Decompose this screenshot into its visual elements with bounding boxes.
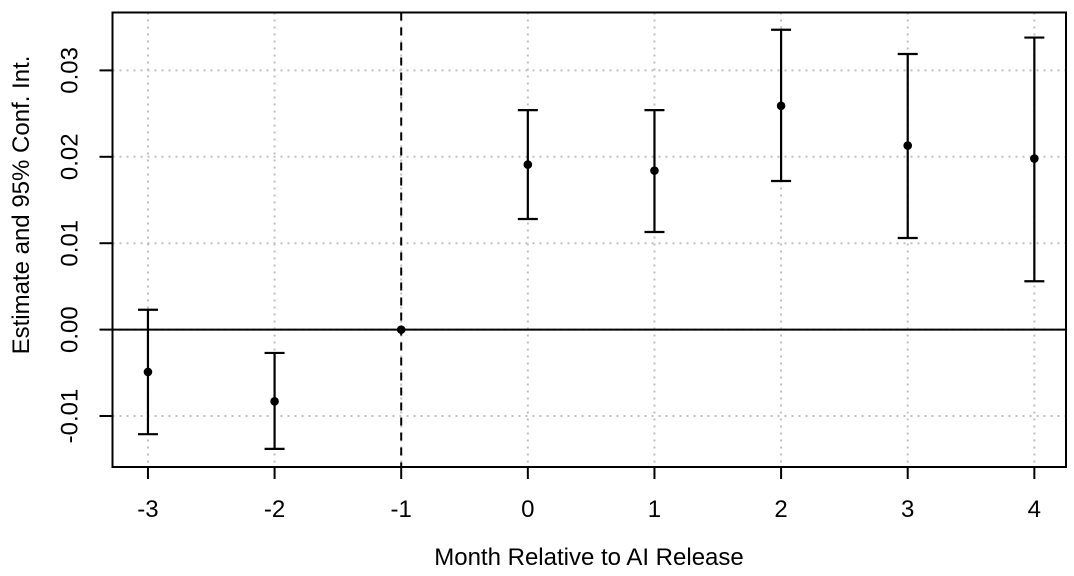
x-tick-label: 3 xyxy=(901,496,914,523)
y-tick-label: -0.01 xyxy=(56,389,83,444)
x-tick-label: 2 xyxy=(774,496,787,523)
point-estimate xyxy=(903,141,913,150)
x-tick-label: -3 xyxy=(137,496,158,523)
x-axis-title: Month Relative to AI Release xyxy=(434,544,744,571)
y-tick-label: 0.01 xyxy=(56,220,83,267)
x-tick-label: 1 xyxy=(648,496,661,523)
y-tick-label: 0.00 xyxy=(56,306,83,353)
point-estimate xyxy=(396,325,406,334)
point-estimate xyxy=(143,367,153,377)
point-estimate xyxy=(270,397,279,406)
y-tick-label: 0.03 xyxy=(56,47,83,94)
y-axis-title: Estimate and 95% Conf. Int. xyxy=(8,55,35,355)
point-estimate xyxy=(1030,154,1039,163)
x-tick-label: -1 xyxy=(391,496,412,523)
point-estimate xyxy=(776,101,786,111)
x-tick-label: 0 xyxy=(521,496,534,523)
x-tick-label: -2 xyxy=(264,496,285,523)
point-estimate xyxy=(650,166,659,175)
point-estimate xyxy=(523,160,533,169)
x-tick-label: 4 xyxy=(1028,496,1041,523)
y-tick-label: 0.02 xyxy=(56,133,83,180)
plot-border xyxy=(111,11,1067,468)
